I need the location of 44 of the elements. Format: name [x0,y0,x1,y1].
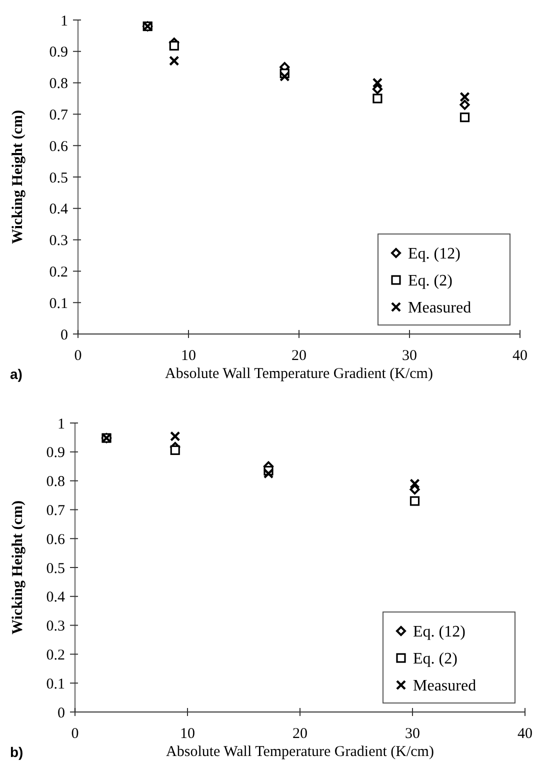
x-tick-label: 30 [405,726,420,742]
y-tick-label: 0.5 [49,170,68,186]
x-tick-label: 0 [74,348,82,364]
legend-label: Eq. (12) [408,246,460,263]
text: b) [10,744,24,760]
y-tick-label: 0.6 [49,138,68,155]
y-tick-label: 0.6 [46,532,66,548]
y-tick-label: 1 [58,416,65,432]
y-tick-label: 0.5 [46,560,65,577]
y-tick-label: 0 [58,705,65,722]
y-tick-label: 0.2 [46,647,65,664]
x-axis-title: Absolute Wall Temperature Gradient (K/cm) [165,366,433,382]
y-tick-label: 0.8 [49,76,68,92]
legend-label: Eq. (2) [413,650,458,668]
y-tick-label: 0.2 [49,264,68,280]
y-tick-label: 1 [60,13,68,30]
y-tick-label: 0.7 [49,107,68,124]
y-tick-label: 0.1 [49,296,68,312]
x-tick-label: 20 [292,348,306,364]
legend-label: Eq. (2) [408,272,452,290]
y-tick-label: 0.7 [46,502,66,519]
y-tick-label: 0 [60,327,68,344]
y-tick-label: 0.9 [49,44,68,61]
x-tick-label: 0 [71,726,79,742]
y-tick-label: 0.4 [46,590,66,606]
legend-label: Measured [413,678,476,695]
y-tick-label: 0.1 [46,676,65,692]
x-axis-title: Absolute Wall Temperature Gradient (K/cm) [166,744,434,760]
x-tick-label: 10 [181,348,196,364]
y-tick-label: 0.8 [46,474,65,490]
y-tick-label: 0.3 [49,233,68,250]
y-axis-title: Wicking Height (cm) [10,500,26,634]
x-tick-label: 10 [180,726,195,742]
x-tick-label: 40 [518,726,532,742]
legend-label: Eq. (12) [413,624,466,641]
legend-label: Measured [408,300,472,317]
x-tick-label: 40 [512,348,528,364]
y-axis-title: Wicking Height (cm) [10,110,26,244]
x-tick-label: 30 [402,348,417,364]
x-tick-label: 20 [292,726,308,742]
y-tick-label: 0.4 [49,202,68,218]
y-tick-label: 0.3 [46,618,65,635]
y-tick-label: 0.9 [46,445,65,462]
text: a) [10,366,22,382]
